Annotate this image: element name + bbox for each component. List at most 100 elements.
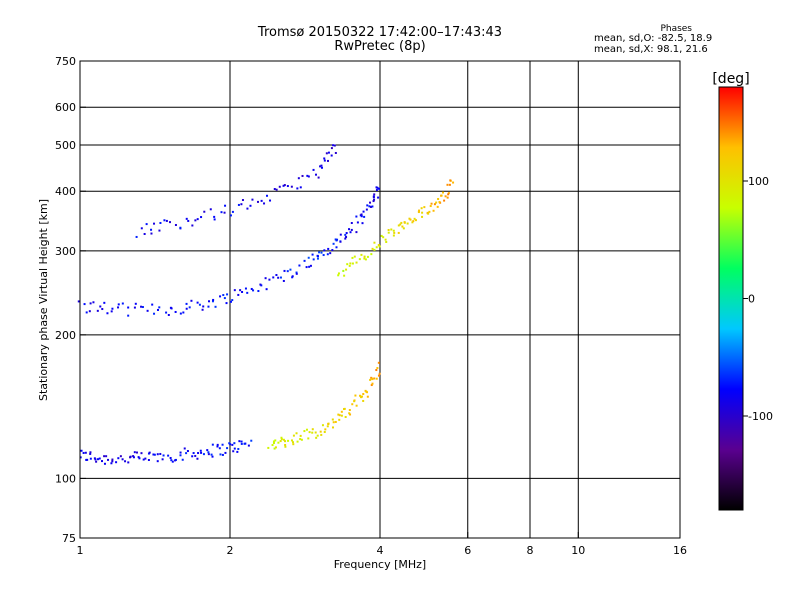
data-point xyxy=(337,272,340,275)
data-point xyxy=(124,460,127,463)
colorbar-unit-label: [deg] xyxy=(712,71,749,87)
data-point xyxy=(340,414,343,417)
data-point xyxy=(373,198,376,201)
data-point xyxy=(171,460,174,463)
data-point xyxy=(266,194,269,197)
data-point xyxy=(366,204,369,207)
data-point xyxy=(240,440,243,443)
data-point xyxy=(351,262,354,265)
data-point xyxy=(377,374,380,377)
phases-label: Phases xyxy=(660,24,692,34)
data-point xyxy=(179,454,182,457)
data-point xyxy=(331,249,334,252)
data-point xyxy=(337,413,340,416)
stats-o-mode: mean, sd,O: -82.5, 18.9 xyxy=(594,33,713,44)
data-point xyxy=(332,242,335,245)
data-point xyxy=(348,412,351,415)
data-point xyxy=(79,456,82,459)
data-point xyxy=(401,225,404,228)
data-point xyxy=(89,457,92,460)
data-point xyxy=(297,177,300,180)
data-point xyxy=(174,458,177,461)
data-point xyxy=(223,211,226,214)
data-point xyxy=(393,231,396,234)
x-tick-label: 16 xyxy=(673,544,687,557)
data-point xyxy=(111,307,114,310)
data-point xyxy=(315,436,318,439)
data-point xyxy=(241,290,244,293)
data-point xyxy=(153,453,156,456)
data-point xyxy=(232,450,235,453)
data-point xyxy=(216,445,219,448)
data-point xyxy=(94,458,97,461)
data-point xyxy=(206,449,209,452)
data-point xyxy=(165,311,168,314)
data-point xyxy=(321,424,324,427)
data-point xyxy=(295,432,298,435)
data-point xyxy=(231,299,234,302)
data-point xyxy=(207,451,210,454)
data-point xyxy=(290,185,293,188)
data-point xyxy=(284,445,287,448)
data-point xyxy=(268,278,271,281)
data-point xyxy=(432,209,435,212)
data-point xyxy=(144,457,147,460)
data-point xyxy=(196,457,199,460)
data-point xyxy=(334,420,337,423)
data-point xyxy=(85,458,88,461)
data-point xyxy=(427,212,430,215)
data-point xyxy=(201,308,204,311)
data-point xyxy=(296,187,299,190)
data-point xyxy=(370,384,373,387)
data-point xyxy=(291,275,294,278)
data-point xyxy=(251,198,254,201)
data-point xyxy=(290,439,293,442)
data-point xyxy=(359,394,362,397)
data-point xyxy=(377,196,380,199)
data-point xyxy=(350,228,353,231)
data-point xyxy=(298,264,301,267)
data-point xyxy=(143,233,146,236)
data-point xyxy=(162,454,165,457)
y-tick-label: 100 xyxy=(55,472,76,485)
data-point xyxy=(392,229,395,232)
data-point xyxy=(318,251,321,254)
data-point xyxy=(373,248,376,251)
y-tick-label: 300 xyxy=(55,245,76,258)
data-point xyxy=(287,439,290,442)
data-point xyxy=(360,213,363,216)
data-point xyxy=(99,305,102,308)
data-point xyxy=(165,219,168,222)
data-point xyxy=(375,186,378,189)
data-point xyxy=(197,452,200,455)
colorbar-tick-label: -100 xyxy=(748,410,773,423)
data-point xyxy=(375,246,378,249)
data-point xyxy=(373,377,376,380)
data-point xyxy=(409,218,412,221)
data-point xyxy=(327,151,330,154)
data-point xyxy=(446,183,449,186)
data-point xyxy=(214,305,217,308)
data-point xyxy=(355,261,358,264)
data-point xyxy=(344,237,347,240)
data-point xyxy=(101,308,104,311)
x-tick-label: 2 xyxy=(227,544,234,557)
data-point xyxy=(96,458,99,461)
data-point xyxy=(219,295,222,298)
data-point xyxy=(330,154,333,157)
y-tick-label: 200 xyxy=(55,329,76,342)
data-point xyxy=(362,210,365,213)
data-point xyxy=(208,300,211,303)
data-point xyxy=(132,455,135,458)
data-point xyxy=(348,228,351,231)
data-point xyxy=(246,207,249,210)
data-point xyxy=(360,215,363,218)
data-point xyxy=(333,144,336,147)
data-point xyxy=(351,256,354,259)
data-point xyxy=(256,200,259,203)
data-point xyxy=(307,437,310,440)
data-point xyxy=(438,201,441,204)
data-point xyxy=(247,444,250,447)
data-point xyxy=(282,184,285,187)
